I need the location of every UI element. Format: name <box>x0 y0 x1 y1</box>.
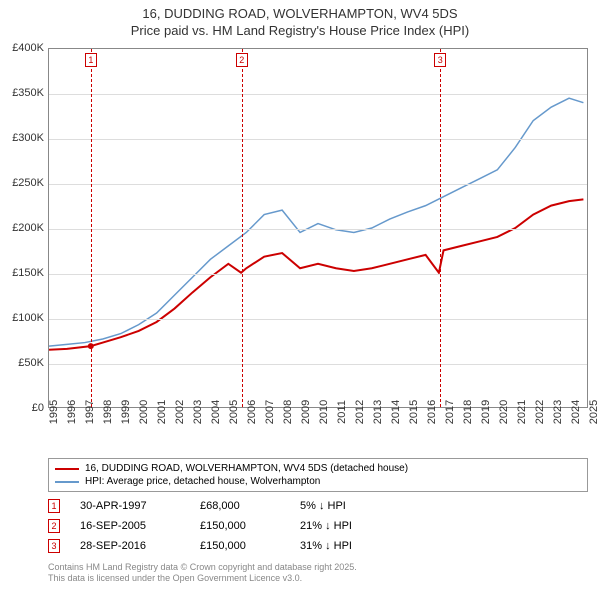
title-line-2: Price paid vs. HM Land Registry's House … <box>0 23 600 40</box>
sales-diff: 5% ↓ HPI <box>300 500 400 512</box>
legend-swatch <box>55 468 79 470</box>
x-tick-label: 2007 <box>264 400 276 424</box>
x-tick-label: 2010 <box>318 400 330 424</box>
chart-container: 16, DUDDING ROAD, WOLVERHAMPTON, WV4 5DS… <box>0 0 600 590</box>
sale-marker-box: 2 <box>236 53 248 67</box>
x-tick-label: 1998 <box>102 400 114 424</box>
gridline <box>49 184 587 185</box>
sales-date: 28-SEP-2016 <box>80 540 180 552</box>
x-tick-label: 2025 <box>588 400 600 424</box>
legend-label: 16, DUDDING ROAD, WOLVERHAMPTON, WV4 5DS… <box>85 462 408 475</box>
x-tick-label: 2005 <box>228 400 240 424</box>
plot-area: 1 2 3 <box>48 48 588 408</box>
x-tick-label: 2019 <box>480 400 492 424</box>
y-tick-label: £200K <box>12 222 44 234</box>
x-tick-label: 2003 <box>192 400 204 424</box>
x-tick-label: 2000 <box>138 400 150 424</box>
legend-item: HPI: Average price, detached house, Wolv… <box>55 475 581 488</box>
sale-marker-box: 1 <box>85 53 97 67</box>
x-tick-label: 2016 <box>426 400 438 424</box>
y-tick-label: £0 <box>32 402 44 414</box>
sales-row-marker: 2 <box>48 519 60 533</box>
gridline <box>49 319 587 320</box>
y-tick-label: £300K <box>12 132 44 144</box>
sales-row-marker: 3 <box>48 539 60 553</box>
footer-line-2: This data is licensed under the Open Gov… <box>48 573 357 584</box>
x-tick-label: 2009 <box>300 400 312 424</box>
sales-row: 2 16-SEP-2005 £150,000 21% ↓ HPI <box>48 516 588 536</box>
sales-diff: 31% ↓ HPI <box>300 540 400 552</box>
x-tick-label: 2023 <box>552 400 564 424</box>
y-tick-label: £50K <box>18 357 44 369</box>
x-tick-label: 2001 <box>156 400 168 424</box>
x-tick-label: 2015 <box>408 400 420 424</box>
gridline <box>49 274 587 275</box>
x-tick-label: 2014 <box>390 400 402 424</box>
x-tick-label: 2017 <box>444 400 456 424</box>
x-tick-label: 2022 <box>534 400 546 424</box>
x-tick-label: 2004 <box>210 400 222 424</box>
x-axis: 1995199619971998199920002001200220032004… <box>48 408 588 458</box>
sales-date: 16-SEP-2005 <box>80 520 180 532</box>
legend-swatch <box>55 481 79 483</box>
y-tick-label: £350K <box>12 87 44 99</box>
gridline <box>49 94 587 95</box>
x-tick-label: 2006 <box>246 400 258 424</box>
x-tick-label: 2002 <box>174 400 186 424</box>
x-tick-label: 2024 <box>570 400 582 424</box>
x-tick-label: 2013 <box>372 400 384 424</box>
x-tick-label: 1999 <box>120 400 132 424</box>
x-tick-label: 2021 <box>516 400 528 424</box>
sales-table: 1 30-APR-1997 £68,000 5% ↓ HPI 2 16-SEP-2005 £… <box>48 496 588 556</box>
sales-price: £150,000 <box>200 540 280 552</box>
y-tick-label: £400K <box>12 42 44 54</box>
gridline <box>49 364 587 365</box>
x-tick-label: 1996 <box>66 400 78 424</box>
chart-svg <box>49 49 587 407</box>
footer-line-1: Contains HM Land Registry data © Crown c… <box>48 562 357 573</box>
sale-marker-box: 3 <box>434 53 446 67</box>
series-hpi <box>49 98 583 346</box>
x-tick-label: 1997 <box>84 400 96 424</box>
title-block: 16, DUDDING ROAD, WOLVERHAMPTON, WV4 5DS… <box>0 0 600 40</box>
sales-row-marker: 1 <box>48 499 60 513</box>
sales-price: £150,000 <box>200 520 280 532</box>
sales-row: 1 30-APR-1997 £68,000 5% ↓ HPI <box>48 496 588 516</box>
x-tick-label: 2011 <box>336 400 348 424</box>
y-axis: £0£50K£100K£150K£200K£250K£300K£350K£400… <box>0 48 48 408</box>
sales-price: £68,000 <box>200 500 280 512</box>
x-tick-label: 1995 <box>48 400 60 424</box>
footer: Contains HM Land Registry data © Crown c… <box>48 562 357 584</box>
legend-item: 16, DUDDING ROAD, WOLVERHAMPTON, WV4 5DS… <box>55 462 581 475</box>
title-line-1: 16, DUDDING ROAD, WOLVERHAMPTON, WV4 5DS <box>0 6 600 23</box>
sale-marker-line <box>440 49 441 407</box>
sales-date: 30-APR-1997 <box>80 500 180 512</box>
legend: 16, DUDDING ROAD, WOLVERHAMPTON, WV4 5DS… <box>48 458 588 492</box>
x-tick-label: 2012 <box>354 400 366 424</box>
gridline <box>49 229 587 230</box>
sale-marker-line <box>91 49 92 407</box>
y-tick-label: £250K <box>12 177 44 189</box>
y-tick-label: £100K <box>12 312 44 324</box>
x-tick-label: 2018 <box>462 400 474 424</box>
sales-row: 3 28-SEP-2016 £150,000 31% ↓ HPI <box>48 536 588 556</box>
sale-marker-line <box>242 49 243 407</box>
sales-diff: 21% ↓ HPI <box>300 520 400 532</box>
y-tick-label: £150K <box>12 267 44 279</box>
x-tick-label: 2008 <box>282 400 294 424</box>
x-tick-label: 2020 <box>498 400 510 424</box>
legend-label: HPI: Average price, detached house, Wolv… <box>85 475 320 488</box>
gridline <box>49 139 587 140</box>
